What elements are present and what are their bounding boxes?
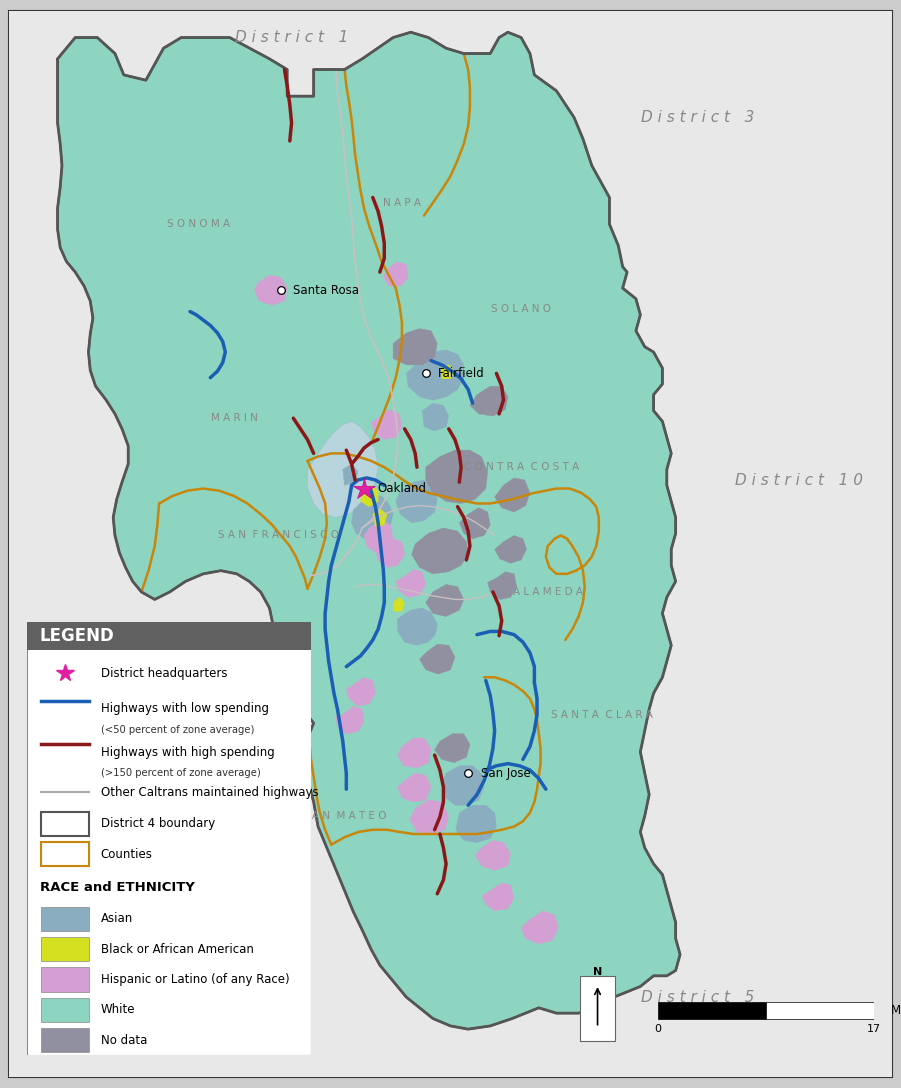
Bar — [41, 842, 89, 866]
Text: RACE and ETHNICITY: RACE and ETHNICITY — [40, 881, 195, 894]
Polygon shape — [342, 465, 358, 485]
Polygon shape — [360, 485, 378, 507]
Text: Asian: Asian — [101, 913, 133, 926]
Polygon shape — [351, 496, 393, 539]
Polygon shape — [393, 597, 405, 611]
Polygon shape — [475, 840, 511, 870]
Text: Highways with high spending: Highways with high spending — [101, 745, 275, 758]
Text: No data: No data — [101, 1034, 147, 1047]
Polygon shape — [397, 774, 431, 802]
Text: Counties: Counties — [101, 848, 152, 861]
Bar — [41, 998, 89, 1022]
Text: LEGEND: LEGEND — [40, 627, 114, 645]
Polygon shape — [410, 800, 449, 834]
Polygon shape — [441, 766, 484, 805]
Text: D i s t r i c t   1 0: D i s t r i c t 1 0 — [735, 472, 863, 487]
Bar — [41, 906, 89, 931]
Text: White: White — [101, 1003, 135, 1016]
Polygon shape — [423, 404, 449, 431]
Polygon shape — [373, 509, 387, 527]
Polygon shape — [482, 883, 514, 911]
Polygon shape — [487, 571, 516, 599]
Text: (>150 percent of zone average): (>150 percent of zone average) — [101, 768, 260, 778]
Bar — [580, 976, 614, 1040]
Polygon shape — [495, 478, 530, 512]
Text: Miles: Miles — [891, 1004, 901, 1017]
Polygon shape — [371, 410, 402, 440]
Text: S O L A N O: S O L A N O — [491, 305, 551, 314]
Text: San Jose: San Jose — [480, 767, 531, 780]
Text: S A N T A  C L A R A: S A N T A C L A R A — [551, 709, 653, 719]
Text: S O N O M A: S O N O M A — [168, 219, 231, 230]
Text: Other Caltrans maintained highways: Other Caltrans maintained highways — [101, 786, 318, 799]
Bar — [41, 937, 89, 962]
Polygon shape — [376, 539, 405, 568]
Polygon shape — [495, 535, 526, 564]
Polygon shape — [434, 733, 470, 763]
Polygon shape — [336, 706, 364, 733]
Polygon shape — [396, 480, 437, 522]
Text: D i s t r i c t   1: D i s t r i c t 1 — [235, 30, 349, 45]
Text: 0: 0 — [654, 1024, 661, 1034]
Polygon shape — [393, 329, 437, 364]
Polygon shape — [521, 911, 559, 944]
Bar — [658, 1002, 766, 1019]
Text: Santa Rosa: Santa Rosa — [294, 284, 359, 297]
Text: District headquarters: District headquarters — [101, 667, 227, 680]
Polygon shape — [307, 421, 378, 518]
Polygon shape — [384, 261, 408, 286]
Polygon shape — [412, 528, 469, 573]
Text: Highways with low spending: Highways with low spending — [101, 703, 268, 716]
Bar — [766, 1002, 874, 1019]
Text: Hispanic or Latino (of any Race): Hispanic or Latino (of any Race) — [101, 973, 289, 986]
Bar — [41, 967, 89, 991]
Text: S A N  M A T E O: S A N M A T E O — [303, 811, 387, 820]
Text: 17: 17 — [867, 1024, 881, 1034]
Text: D i s t r i c t   3: D i s t r i c t 3 — [641, 110, 754, 125]
Text: N A P A: N A P A — [383, 198, 421, 208]
Polygon shape — [441, 364, 454, 379]
Polygon shape — [364, 520, 393, 553]
Polygon shape — [406, 350, 464, 400]
Text: (<50 percent of zone average): (<50 percent of zone average) — [101, 725, 254, 734]
Text: M A R I N: M A R I N — [211, 413, 258, 423]
Polygon shape — [58, 33, 680, 1029]
Text: N: N — [593, 966, 602, 977]
Text: Fairfield: Fairfield — [438, 367, 485, 380]
Text: District 4 boundary: District 4 boundary — [101, 817, 215, 830]
Text: Oakland: Oakland — [378, 482, 426, 495]
Polygon shape — [456, 805, 496, 842]
Bar — [41, 812, 89, 836]
Polygon shape — [346, 677, 376, 706]
Bar — [41, 1028, 89, 1052]
Polygon shape — [420, 644, 455, 675]
Polygon shape — [397, 738, 431, 768]
Polygon shape — [426, 584, 464, 617]
Text: C O N T R A  C O S T A: C O N T R A C O S T A — [463, 462, 578, 472]
Polygon shape — [450, 467, 479, 496]
Polygon shape — [397, 608, 437, 645]
Polygon shape — [396, 570, 426, 597]
Text: A L A M E D A: A L A M E D A — [513, 588, 583, 597]
Text: D i s t r i c t   5: D i s t r i c t 5 — [641, 990, 754, 1004]
Polygon shape — [254, 275, 287, 305]
Polygon shape — [426, 450, 487, 504]
Bar — [27, 622, 311, 651]
Text: S A N  F R A N C I S C O: S A N F R A N C I S C O — [218, 531, 339, 541]
Text: Black or African American: Black or African American — [101, 943, 254, 955]
Polygon shape — [460, 508, 490, 539]
Polygon shape — [470, 386, 508, 416]
